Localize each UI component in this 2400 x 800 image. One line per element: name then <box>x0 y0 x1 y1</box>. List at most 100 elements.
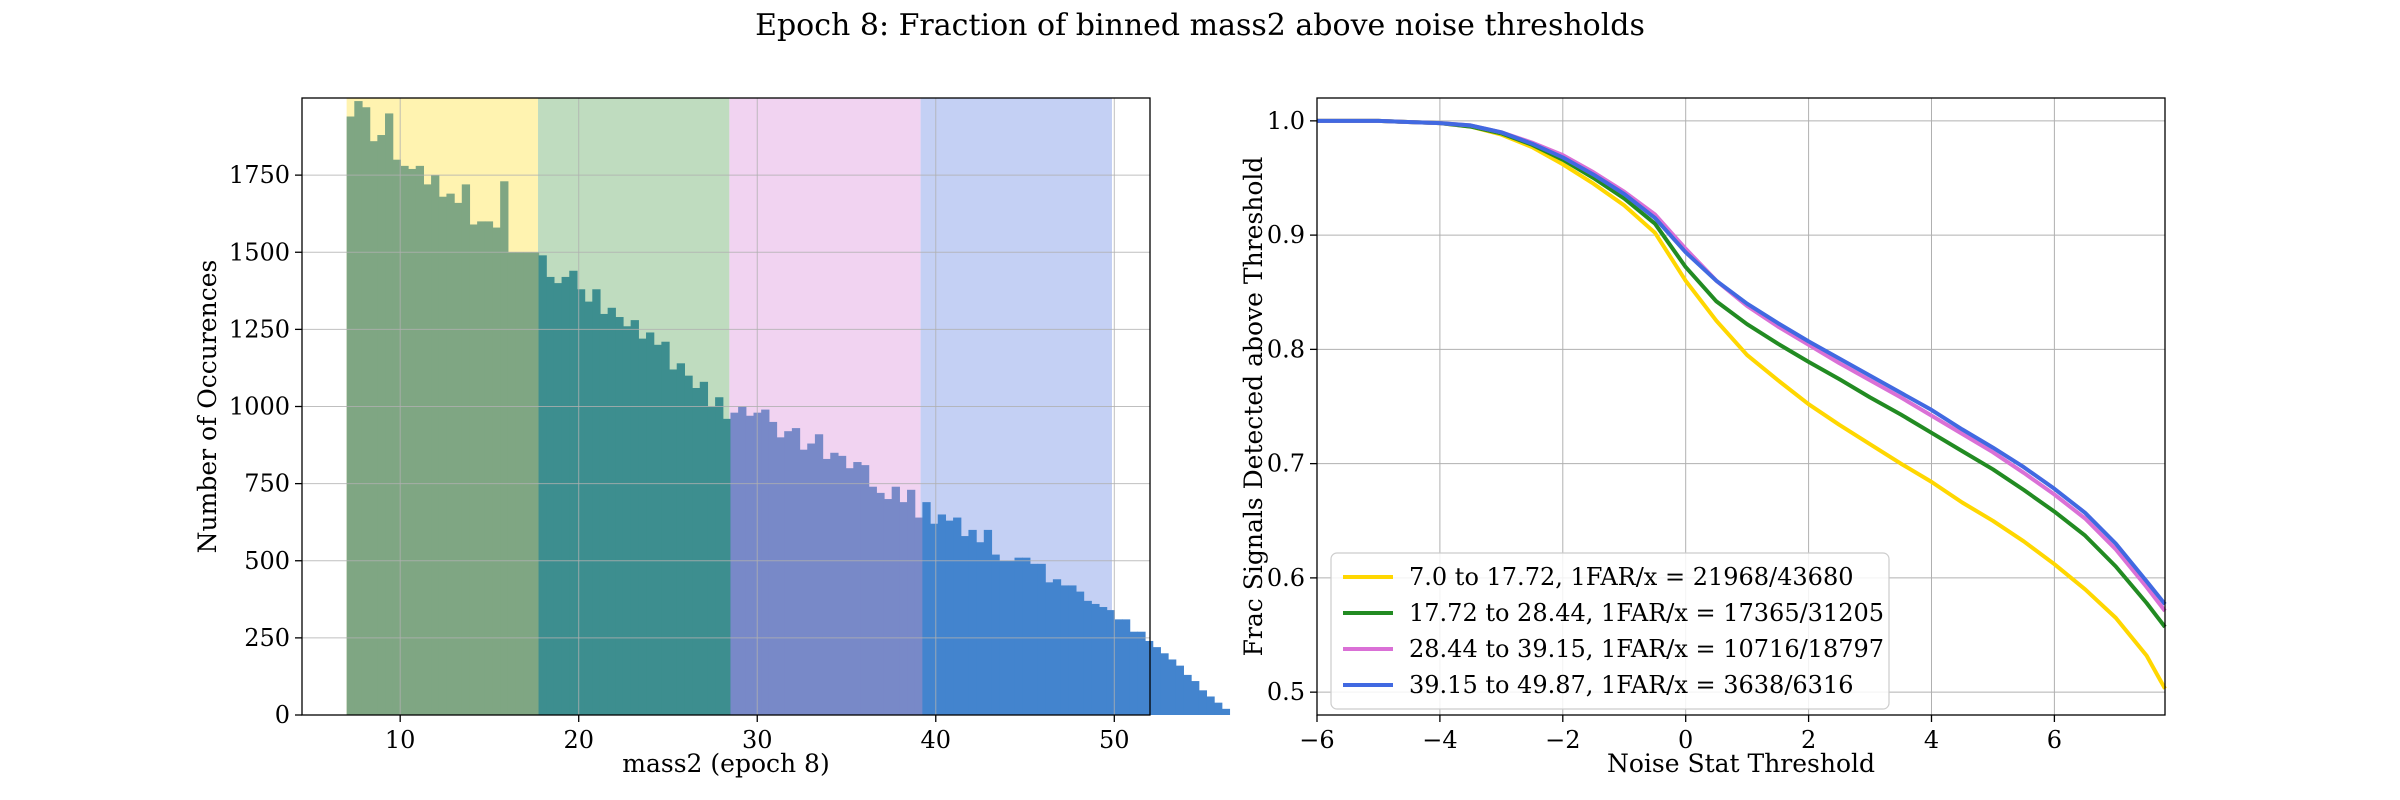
y-tick-label: 0.9 <box>1267 221 1305 249</box>
histogram-bar <box>860 465 870 715</box>
histogram-bar <box>945 520 954 715</box>
x-tick-label: 4 <box>1924 726 1939 754</box>
histogram-bar <box>576 289 586 715</box>
histogram-bar <box>768 421 778 715</box>
histogram-bar <box>392 159 401 715</box>
histogram-bar <box>446 193 455 715</box>
histogram-bar <box>592 289 601 715</box>
histogram-bar <box>684 375 693 715</box>
histogram-bar <box>669 369 678 715</box>
histogram-bar <box>1029 563 1039 715</box>
histogram-bar <box>1152 647 1161 715</box>
histogram-bar <box>1075 591 1085 715</box>
histogram-bar <box>791 428 801 715</box>
histogram-bar <box>1037 563 1046 715</box>
y-tick-label: 250 <box>244 624 290 652</box>
histogram-bar <box>354 101 363 715</box>
histogram-bar <box>868 486 877 715</box>
histogram-bar <box>553 283 563 715</box>
x-tick-label: −2 <box>1545 726 1580 754</box>
legend: 7.0 to 17.72, 1FAR/x = 21968/43680 17.72 … <box>1330 552 1890 710</box>
histogram-bar <box>1129 631 1138 715</box>
histogram-bar <box>799 449 808 715</box>
histogram-bar <box>822 458 831 715</box>
histogram-bar <box>922 502 931 715</box>
histogram-bar <box>853 462 862 715</box>
histogram-bar <box>346 116 355 715</box>
histogram-bar <box>983 529 993 715</box>
histogram-bar <box>661 341 670 715</box>
histogram-bar <box>891 486 900 715</box>
histogram-bar <box>1183 674 1192 715</box>
histogram-bar <box>408 168 417 715</box>
x-tick-label: 20 <box>563 726 594 754</box>
y-tick-label: 1500 <box>229 238 290 266</box>
histogram-bar <box>1068 585 1077 715</box>
histogram-bar <box>1098 607 1108 715</box>
x-tick-label: −4 <box>1422 726 1457 754</box>
histogram-bar <box>1083 600 1092 715</box>
x-tick-label: 6 <box>2047 726 2062 754</box>
y-tick-label: 0.5 <box>1267 678 1305 706</box>
histogram-bar <box>968 529 977 715</box>
histogram-bar <box>784 431 793 715</box>
histogram-bar <box>692 387 701 715</box>
x-axis-label: mass2 (epoch 8) <box>622 749 829 778</box>
histogram-bar <box>646 332 655 715</box>
histogram-bar <box>1214 702 1223 715</box>
histogram-bar <box>837 455 847 715</box>
histogram-bar <box>907 489 916 715</box>
histogram-bar <box>1022 557 1031 715</box>
y-tick-label: 750 <box>244 470 290 498</box>
y-tick-label: 0 <box>275 701 290 729</box>
x-tick-label: 2 <box>1801 726 1816 754</box>
histogram-bar <box>1121 619 1131 715</box>
histogram-bar <box>615 317 624 715</box>
histogram-bar <box>914 517 923 715</box>
histogram-bar <box>722 418 732 715</box>
figure-title: Epoch 8: Fraction of binned mass2 above … <box>755 8 1645 43</box>
x-tick-label: 10 <box>385 726 416 754</box>
histogram-bar <box>431 175 440 715</box>
histogram-bar <box>469 224 478 716</box>
histogram-bar <box>454 202 463 715</box>
histogram-bar <box>899 502 908 715</box>
y-tick-label: 0.7 <box>1267 450 1305 478</box>
x-tick-label: 50 <box>1099 726 1130 754</box>
histogram-bar <box>1206 696 1215 715</box>
histogram-bar <box>845 468 854 715</box>
histogram-bar <box>492 227 501 715</box>
histogram-bar <box>561 276 570 715</box>
x-tick-label: 40 <box>920 726 951 754</box>
histogram-bar <box>676 363 686 715</box>
y-axis-label: Frac Signals Detected above Threshold <box>1239 157 1268 657</box>
y-tick-label: 1.0 <box>1267 107 1305 135</box>
histogram-bar <box>730 412 739 715</box>
histogram-bar <box>1191 681 1200 715</box>
legend-label-3: 28.44 to 39.15, 1FAR/x = 10716/18797 <box>1409 635 1884 663</box>
histogram-bar <box>761 409 770 715</box>
histogram-bar <box>1091 603 1100 715</box>
legend-label-4: 39.15 to 49.87, 1FAR/x = 3638/6316 <box>1409 671 1854 699</box>
y-tick-label: 1250 <box>229 315 290 343</box>
histogram-bar <box>930 523 939 715</box>
histogram-bar <box>1175 665 1184 715</box>
line-chart-panel: −6 −4 −2 0 2 4 6 0.5 0.6 0.7 0.8 0.9 1.0 Noise Stat T… <box>1239 97 2167 778</box>
histogram-bar <box>876 492 885 715</box>
histogram-bar <box>960 536 970 715</box>
histogram-bar <box>1060 585 1069 715</box>
histogram-bar <box>1137 631 1146 715</box>
histogram-bar <box>699 381 709 715</box>
histogram-bar <box>1106 610 1115 715</box>
y-tick-label: 1000 <box>229 393 290 421</box>
histogram-bar <box>584 301 593 715</box>
histogram-bar <box>991 554 1000 715</box>
legend-label-2: 17.72 to 28.44, 1FAR/x = 17365/31205 <box>1409 599 1884 627</box>
histogram-bar <box>1045 582 1054 715</box>
histogram-bar <box>415 165 424 715</box>
histogram-bar <box>377 135 386 715</box>
y-tick-label: 0.6 <box>1267 564 1305 592</box>
legend-box <box>1330 552 1890 710</box>
x-tick-label: 0 <box>1678 726 1693 754</box>
histogram-bar <box>400 165 409 715</box>
